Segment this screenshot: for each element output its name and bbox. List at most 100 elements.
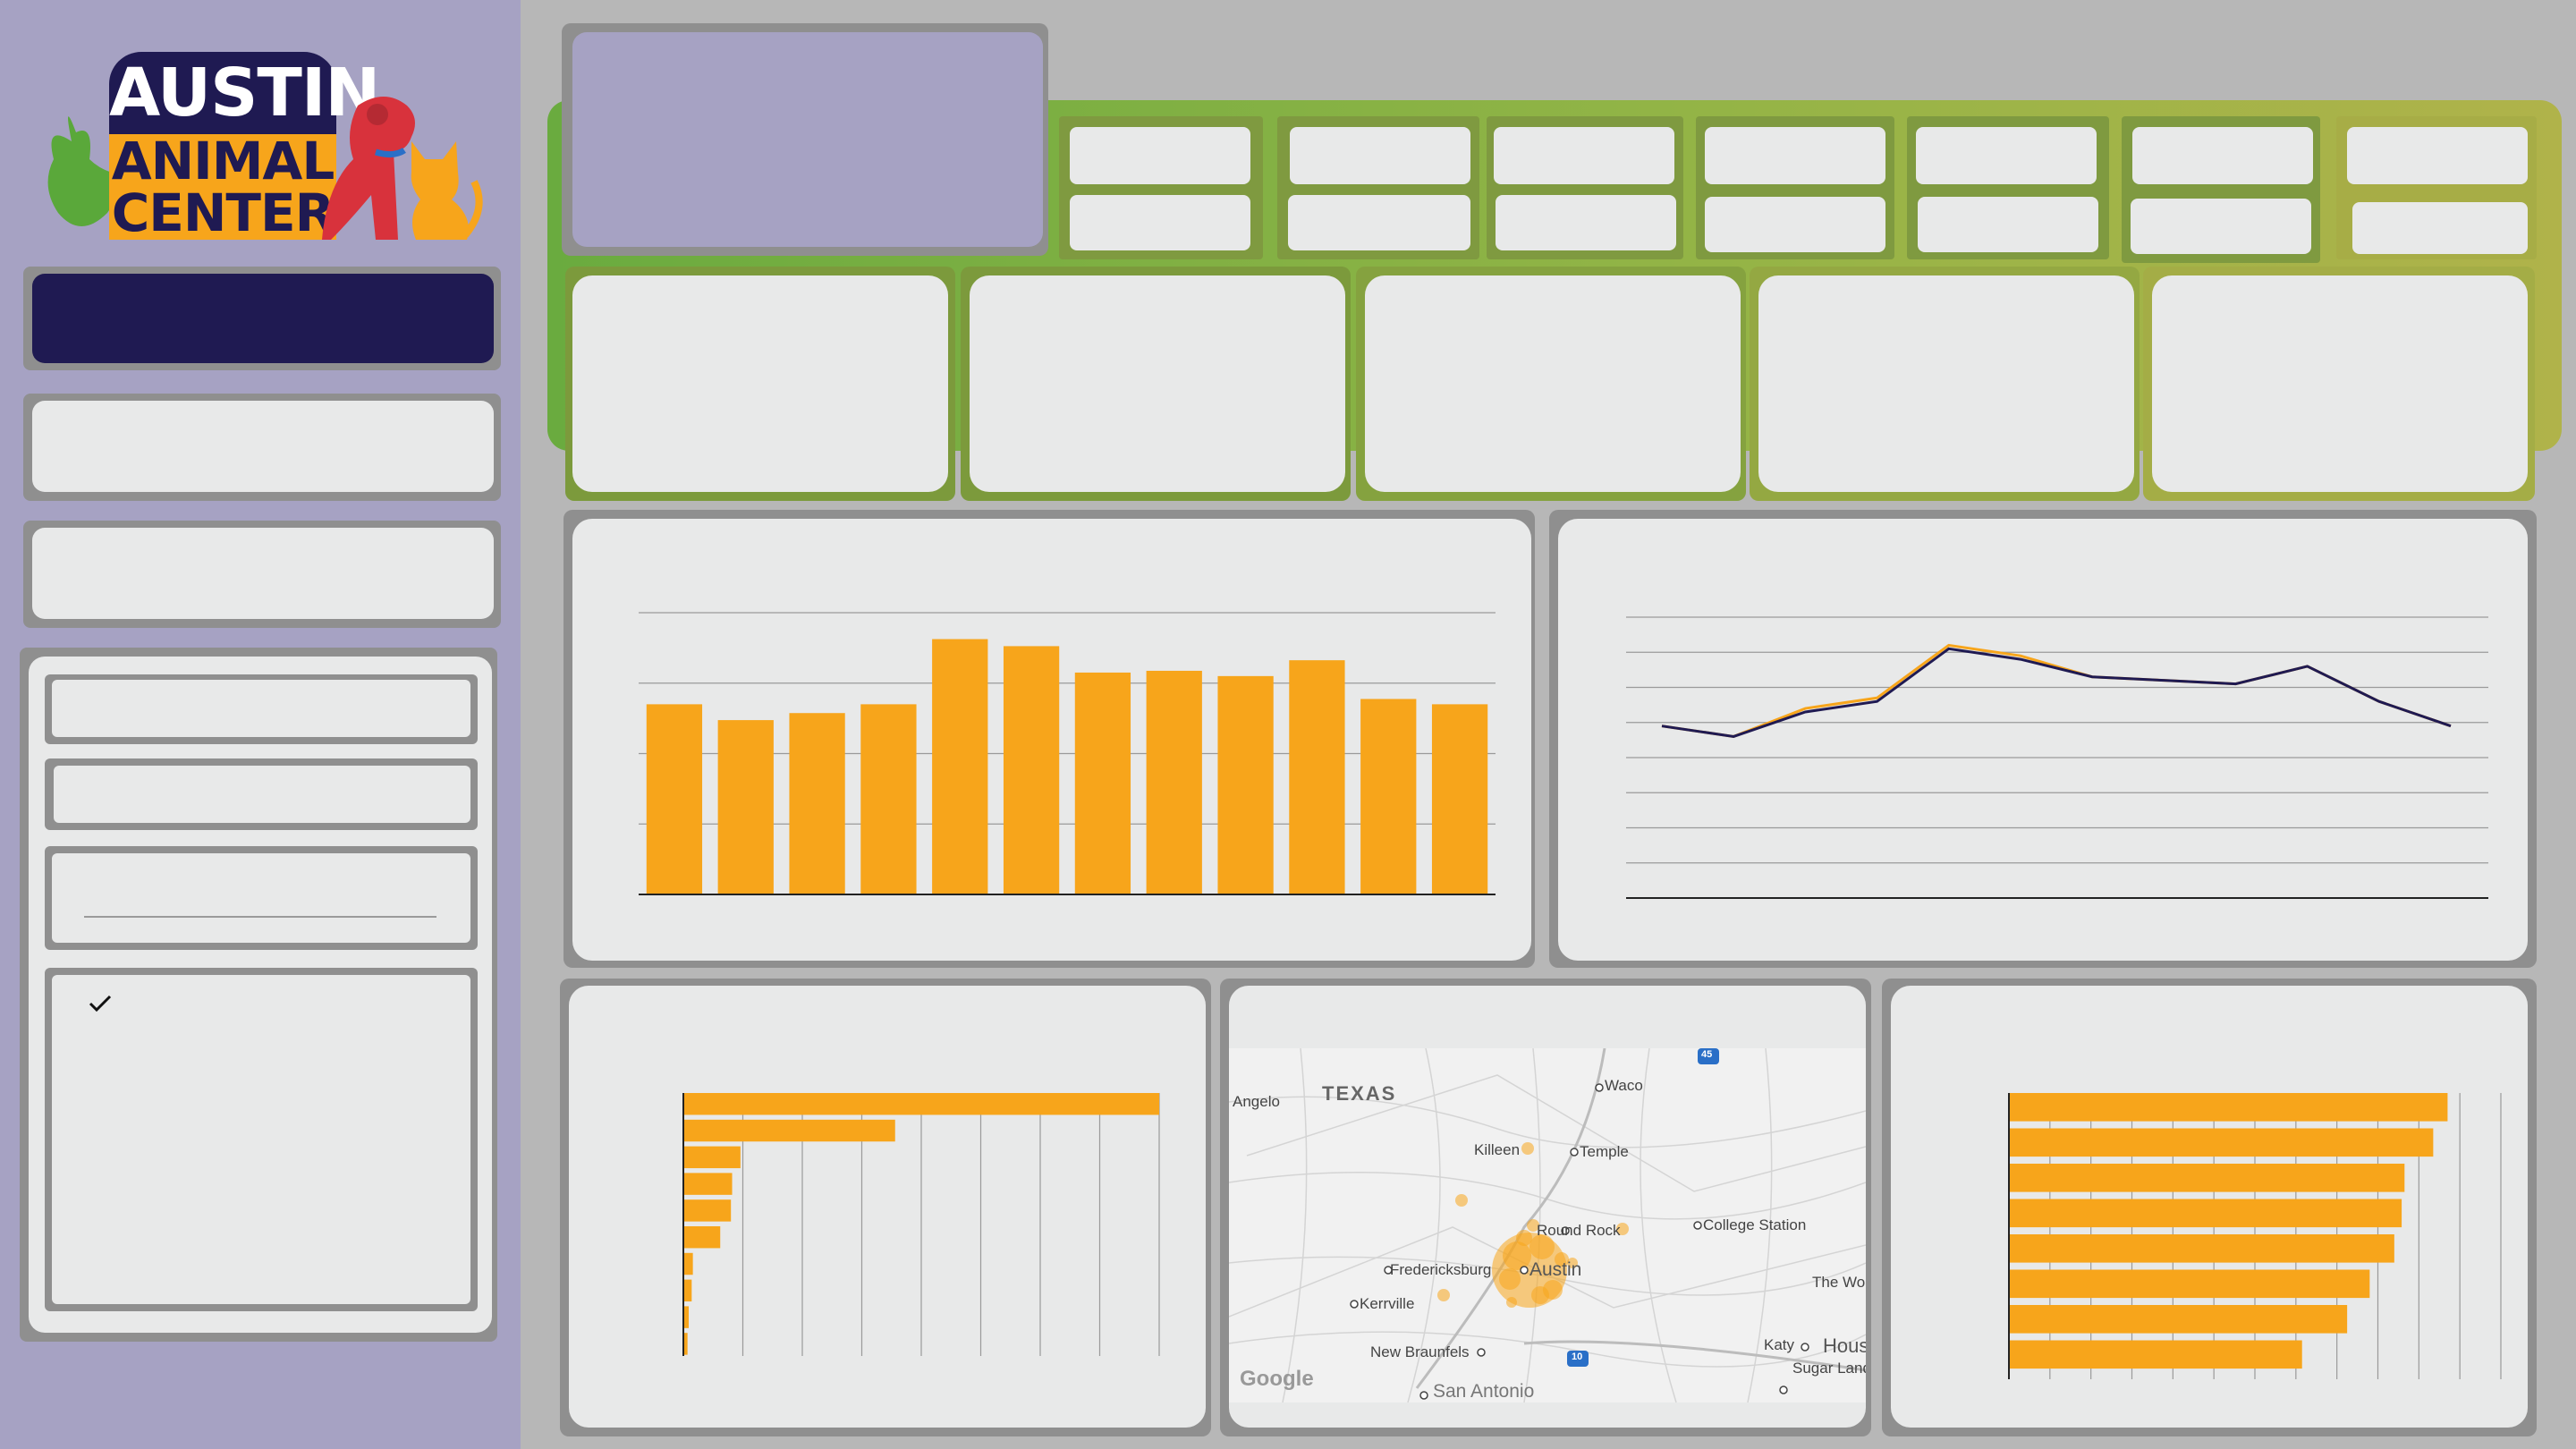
map-place-label: Temple [1580,1143,1629,1160]
map-place-label: Angelo [1233,1093,1280,1110]
type-hbar-chart-panel [569,986,1206,1428]
map-place-label: San Antonio [1433,1381,1535,1402]
logo-line-austin: AUSTIN [109,52,380,134]
bar [1074,672,1131,894]
bar [2009,1305,2348,1334]
bar [683,1333,688,1355]
bar [683,1173,733,1195]
bar [1360,699,1417,894]
highway-shield-label: 45 [1701,1049,1713,1060]
map-view[interactable]: TEXAS Waco Angelo Killeen Temple Round R… [1229,1048,1866,1402]
bar [932,639,988,894]
map-place-label: Sugar Land [1792,1360,1866,1377]
bar [683,1119,895,1142]
kpi-box [2347,127,2528,184]
map-region-label: TEXAS [1322,1082,1397,1105]
map-place-label: Hous [1823,1335,1866,1357]
breed-hbar-chart-panel [1891,986,2528,1428]
highway-shield-label: 10 [1572,1352,1583,1362]
slider-track[interactable] [84,916,436,918]
bar [683,1306,689,1328]
kpi-box [1916,127,2097,184]
kpi-box [1918,197,2098,252]
map-place-label: Round Rock [1537,1222,1621,1239]
filter-dropdown[interactable] [52,680,470,737]
bar [2009,1164,2405,1192]
kpi-card [1365,275,1741,492]
logo-wordmark: AUSTIN ANIMAL CENTER [109,52,380,240]
bar [2009,1269,2370,1299]
kpi-box [1070,195,1250,250]
bar [683,1199,732,1222]
kpi-card [1758,275,2134,492]
kpi-box [1705,127,1885,184]
highway-shield-icon [1567,1351,1589,1367]
google-attribution: Google [1240,1367,1314,1391]
map-place-label: Waco [1605,1077,1643,1094]
bar [683,1146,741,1169]
bar [646,704,703,894]
map-place-label: Austin [1530,1259,1582,1280]
bar [2009,1199,2402,1228]
sidebar: AUSTIN ANIMAL CENTER [0,0,521,1449]
logo-line-center: CENTER [109,187,336,240]
bar [789,713,845,894]
primary-nav-button[interactable] [32,274,494,363]
map-place-label: Kerrville [1360,1295,1415,1312]
bar [1146,670,1202,894]
kpi-box [1705,197,1885,252]
monthly-bar-chart [639,612,1496,895]
bar [1217,675,1274,894]
checkbox-list [52,975,470,1304]
map-place-label: Killeen [1474,1141,1521,1158]
bar [683,1093,1159,1115]
filter-dropdown[interactable] [54,766,470,823]
checkmark-icon[interactable] [88,993,113,1014]
bar [2009,1128,2434,1157]
map-place-label: New Braunfels [1370,1343,1470,1360]
map-place-label: College Station [1703,1216,1807,1233]
austin-animal-center-logo: AUSTIN ANIMAL CENTER [36,52,483,240]
bar [717,720,774,894]
kpi-box [2352,202,2528,254]
kpi-box [1288,195,1470,250]
nav-button[interactable] [32,528,494,619]
bar [683,1252,693,1275]
kpi-box [1496,195,1676,250]
title-box [572,32,1043,247]
map-place-label: Fredericksburg [1390,1261,1492,1278]
highway-shield-icon [1698,1048,1719,1064]
bar [1431,704,1488,894]
kpi-box [1070,127,1250,184]
trend-line-chart [1626,616,2488,899]
kpi-card [572,275,948,492]
kpi-box [2131,199,2311,254]
bar [683,1279,692,1302]
breed-hbar-chart [2008,1093,2502,1379]
nav-button[interactable] [32,401,494,492]
type-hbar-chart [682,1093,1160,1356]
cat-icon [411,141,483,240]
logo-line-animal: ANIMAL [109,134,336,188]
kpi-box [2132,127,2313,184]
bar [2009,1340,2302,1369]
map-canvas[interactable] [1229,1048,1866,1402]
map-place-label: Katy [1764,1336,1795,1353]
bar [1289,660,1345,894]
bar [2009,1234,2394,1263]
kpi-card [2152,275,2528,492]
series-line [1661,647,2452,738]
bunny-icon [47,116,115,226]
bar [860,704,917,894]
kpi-card [970,275,1345,492]
filter-panel [29,657,492,1333]
dog-icon [322,97,415,240]
bar [2009,1093,2448,1122]
bar [1003,646,1060,894]
bar [683,1226,721,1249]
date-range-slider[interactable] [52,853,470,943]
map-panel: TEXAS Waco Angelo Killeen Temple Round R… [1229,986,1866,1428]
trend-line-chart-panel [1558,519,2528,961]
map-place-label: The Woodla [1812,1274,1866,1291]
kpi-box [1494,127,1674,184]
